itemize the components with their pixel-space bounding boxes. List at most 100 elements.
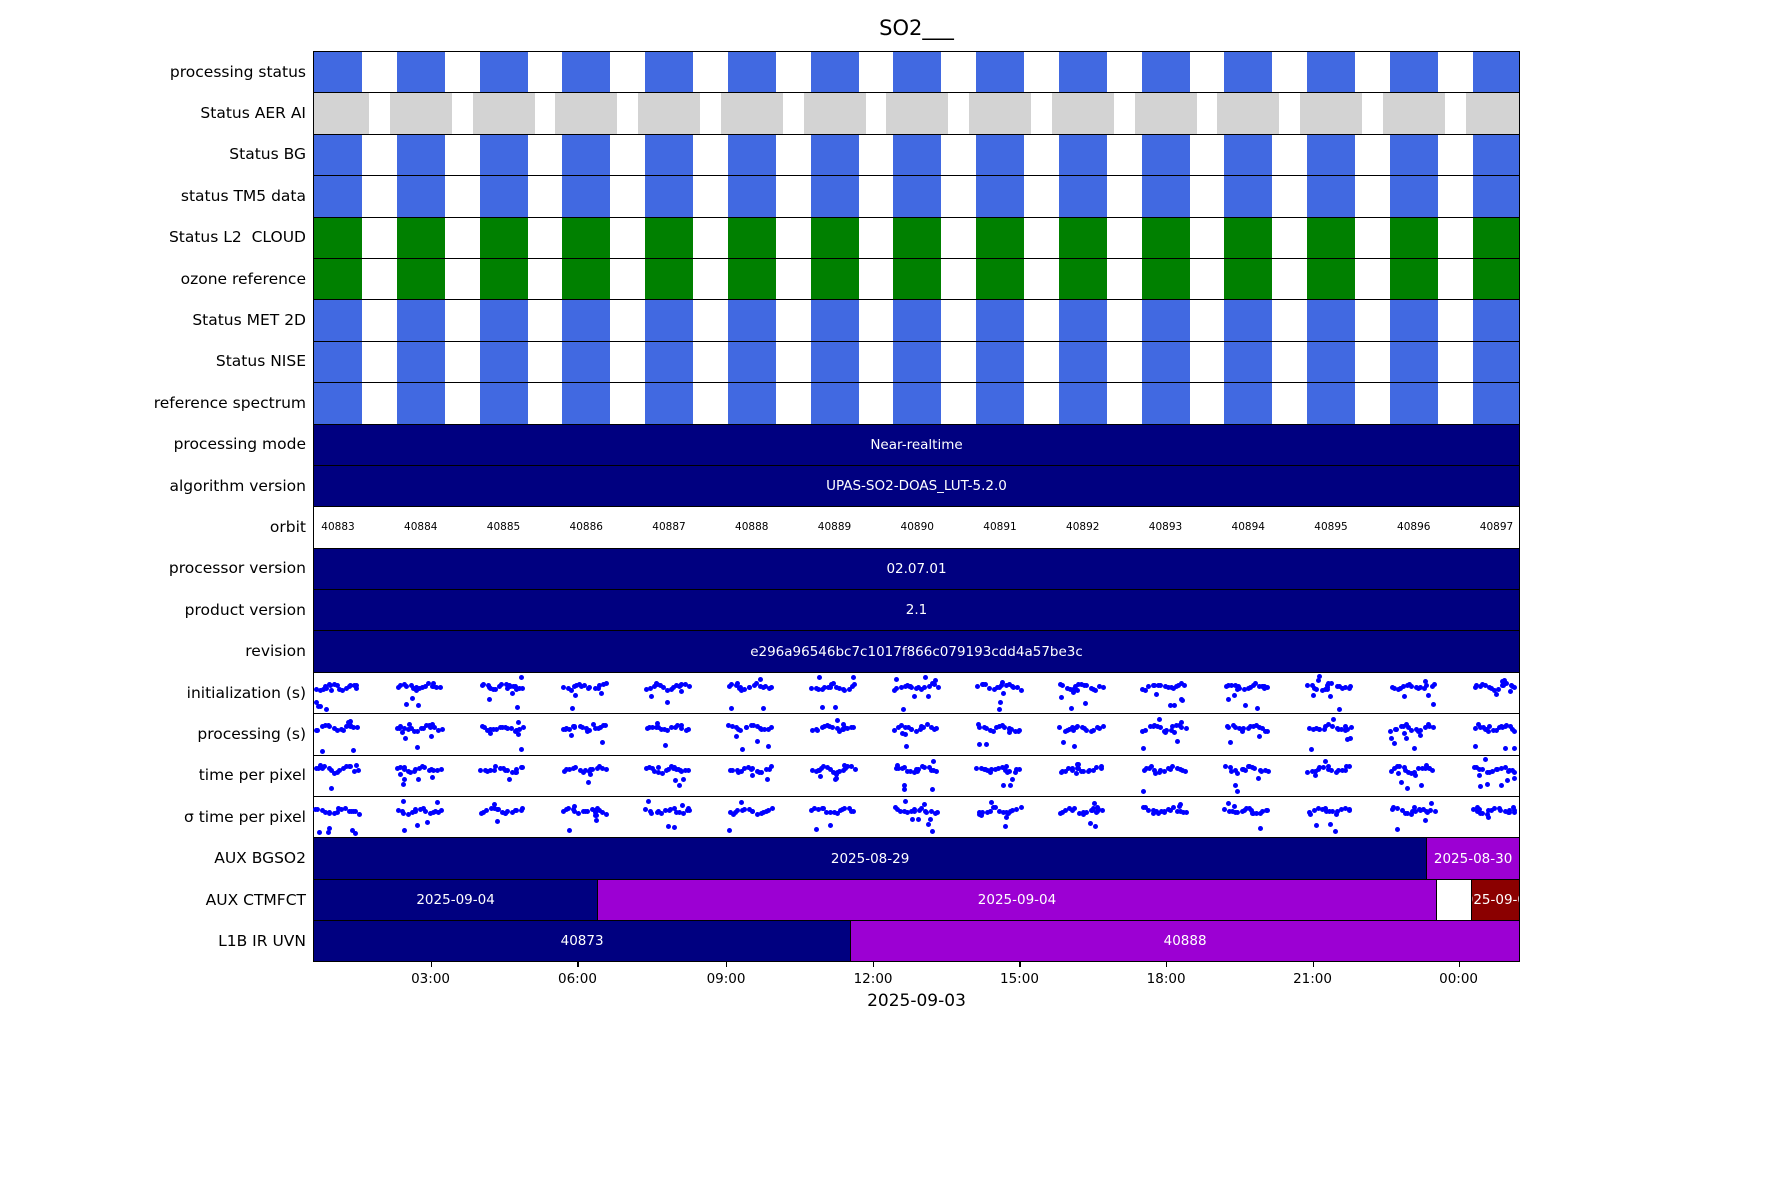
data-point	[1337, 707, 1343, 712]
status-block	[1058, 217, 1107, 258]
data-point	[1236, 683, 1242, 689]
data-point	[1003, 824, 1009, 830]
data-point	[585, 809, 591, 815]
data-point	[415, 702, 421, 708]
data-point	[406, 726, 412, 732]
data-point	[1335, 767, 1341, 773]
data-point	[1004, 769, 1010, 775]
status-block	[1058, 258, 1107, 300]
data-point	[1011, 684, 1017, 690]
data-point	[1430, 767, 1436, 773]
data-point	[828, 766, 834, 772]
data-point	[1258, 825, 1264, 831]
data-point	[401, 798, 407, 804]
data-point	[685, 806, 691, 812]
data-point	[1498, 766, 1504, 772]
data-point	[1250, 810, 1256, 816]
data-point	[996, 766, 1002, 772]
data-point	[1423, 818, 1429, 824]
row-label-product-version: product version	[184, 600, 306, 619]
data-point	[902, 782, 908, 788]
data-point	[1010, 776, 1016, 782]
status-block	[893, 341, 942, 383]
data-point	[1428, 808, 1434, 814]
status-block	[810, 217, 859, 258]
data-point	[987, 685, 993, 691]
data-point	[679, 681, 685, 687]
data-point	[834, 717, 840, 723]
row-processing-mode: processing mode Near-realtime	[0, 423, 1771, 465]
status-block	[727, 217, 776, 258]
data-point	[758, 726, 764, 732]
status-block	[886, 93, 949, 134]
data-point	[1409, 770, 1415, 776]
status-block	[1141, 258, 1190, 300]
data-point	[423, 722, 429, 728]
data-point	[1266, 768, 1272, 774]
data-point	[1331, 716, 1337, 722]
data-point	[322, 763, 328, 769]
data-point	[1071, 690, 1077, 696]
data-point	[1017, 767, 1023, 773]
data-point	[1076, 766, 1082, 772]
data-point	[493, 687, 499, 693]
status-block	[1472, 134, 1519, 176]
data-point	[576, 811, 582, 817]
data-point	[674, 722, 680, 728]
data-point	[1511, 729, 1517, 735]
data-point	[1261, 685, 1267, 691]
data-point	[426, 681, 432, 687]
data-point	[1398, 779, 1404, 785]
data-point	[412, 728, 418, 734]
status-block	[1224, 134, 1273, 176]
orbit-number: 40888	[735, 521, 769, 534]
row-status-bg: Status BG	[0, 133, 1771, 176]
status-block	[396, 258, 445, 300]
data-point	[1094, 810, 1100, 816]
data-point	[846, 806, 852, 812]
data-point	[1151, 810, 1157, 816]
data-point	[1471, 807, 1477, 813]
status-block	[1472, 258, 1519, 300]
data-point	[567, 828, 573, 834]
status-block	[645, 217, 693, 258]
status-block	[976, 383, 1024, 424]
data-point	[1431, 682, 1437, 688]
data-point	[763, 684, 769, 690]
orbit-number: 40886	[569, 521, 603, 534]
data-point	[597, 683, 603, 689]
data-point	[1072, 806, 1078, 812]
status-block	[810, 341, 859, 383]
data-point	[1484, 811, 1490, 817]
data-point	[1511, 770, 1517, 776]
data-point	[520, 685, 526, 691]
data-point	[1326, 808, 1332, 814]
data-point	[1408, 812, 1414, 818]
orbit-number: 40891	[983, 521, 1017, 534]
data-point	[329, 785, 335, 791]
data-point	[1171, 805, 1177, 811]
data-point	[313, 699, 319, 705]
data-point	[656, 724, 662, 730]
status-block	[727, 134, 776, 176]
data-point	[895, 807, 901, 813]
data-point	[1073, 684, 1079, 690]
data-point	[317, 687, 323, 693]
data-point	[1014, 685, 1020, 691]
data-point	[1069, 767, 1075, 773]
data-point	[1257, 734, 1263, 740]
data-point	[1162, 683, 1168, 689]
data-point	[325, 830, 331, 836]
data-point	[563, 725, 569, 731]
data-point	[1153, 771, 1159, 777]
data-point	[682, 681, 688, 687]
data-point	[572, 809, 578, 815]
data-point	[1236, 726, 1242, 732]
data-point	[1240, 726, 1246, 732]
data-point	[1417, 685, 1423, 691]
data-point	[1497, 807, 1503, 813]
data-point	[1326, 767, 1332, 773]
row-status-l2-cloud: Status L2 CLOUD	[0, 216, 1771, 258]
segment-aux-bgso2-0: 2025-08-29	[314, 838, 1427, 879]
data-point	[417, 806, 423, 812]
